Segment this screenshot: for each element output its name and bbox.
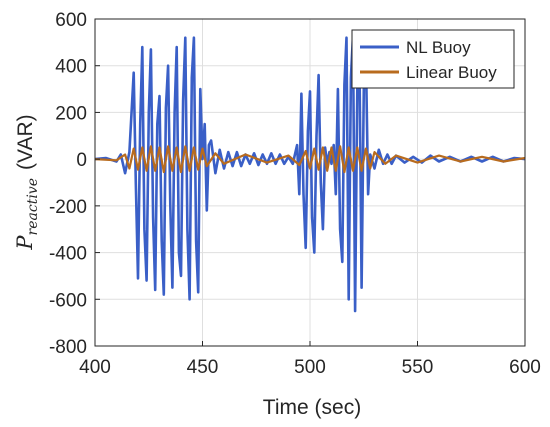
y-tick-label: -200 xyxy=(49,197,87,218)
x-tick-label: 450 xyxy=(187,357,219,378)
x-tick-label: 550 xyxy=(402,357,434,378)
y-tick-label: 0 xyxy=(76,150,87,171)
series-line-linear-buoy xyxy=(94,145,526,174)
x-tick-label: 600 xyxy=(509,357,541,378)
legend-label-nl-buoy: NL Buoy xyxy=(406,38,471,57)
y-axis-label-sub: reactive xyxy=(25,178,41,235)
y-tick-label: -600 xyxy=(49,290,87,311)
legend-box xyxy=(351,29,515,89)
y-tick-label: -800 xyxy=(49,337,87,358)
y-axis-label: Preactive (VAR) xyxy=(13,114,41,250)
y-axis-label-unit: (VAR) xyxy=(14,114,37,170)
axes-layer: 400 450 500 550 600 600 400 200 0 -200 -400 -600 -80… xyxy=(49,10,541,378)
x-tick-label: 500 xyxy=(294,357,326,378)
x-tick-label: 400 xyxy=(79,357,111,378)
y-tick-label: -400 xyxy=(49,244,87,265)
y-tick-label: 200 xyxy=(55,103,87,124)
y-axis-label-main: P xyxy=(13,235,37,251)
series-layer xyxy=(94,34,526,313)
legend-label-linear-buoy: Linear Buoy xyxy=(406,63,497,82)
legend: NL Buoy Linear Buoy xyxy=(351,29,515,89)
x-axis-label: Time (sec) xyxy=(263,396,361,419)
y-tick-label: 400 xyxy=(55,57,87,78)
y-tick-label: 600 xyxy=(55,10,87,31)
